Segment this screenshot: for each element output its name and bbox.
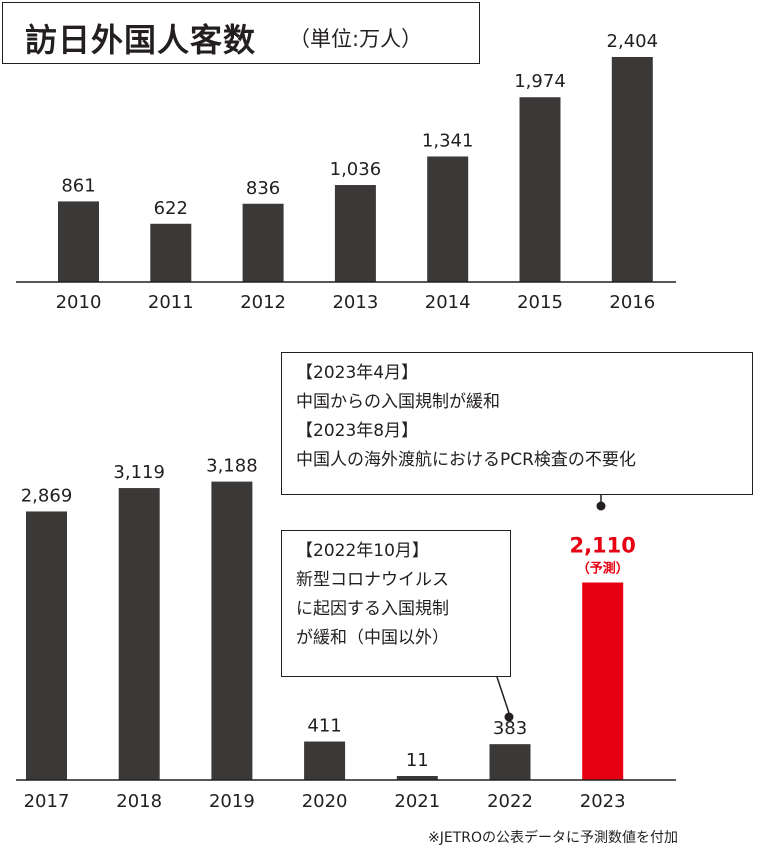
data-label: 1,036 [330,159,382,180]
footnote: ※JETROの公表データに予測数値を付加 [427,830,678,846]
data-label: 861 [61,175,95,196]
x-tick-label: 2021 [394,791,440,812]
bar [334,185,376,282]
x-tick-label: 2015 [517,292,563,313]
data-label: 383 [493,718,527,739]
bar [150,223,192,282]
x-tick-label: 2020 [302,791,348,812]
x-tick-label: 2023 [580,791,626,812]
bar [396,776,438,780]
x-tick-label: 2017 [24,791,70,812]
bar [242,203,284,282]
data-label: 2,869 [21,485,73,506]
bar [489,744,531,780]
data-label: 3,188 [206,456,258,477]
bar [304,741,346,780]
x-tick-label: 2013 [332,292,378,313]
bar [519,97,561,282]
x-tick-label: 2014 [425,292,471,313]
callout-2023-pointer-dot [596,501,606,511]
bar [118,488,160,780]
data-label: 2,110 [569,534,635,558]
data-label: 1,341 [422,130,474,151]
callout-2023-line: 【2023年4月】 [296,363,419,383]
callout-2022-line: が緩和（中国以外） [296,628,449,648]
x-tick-label: 2012 [240,292,286,313]
callout-2023-line: 中国からの入国規制が緩和 [296,392,500,412]
data-label: 2,404 [607,31,659,52]
bar [211,481,253,780]
x-tick-label: 2018 [116,791,162,812]
data-sublabel: （予測） [577,561,629,577]
data-label: 411 [307,716,341,737]
callout-2022-line: 【2022年10月】 [296,541,429,561]
x-tick-label: 2010 [56,292,102,313]
data-label: 836 [246,178,280,199]
bar [611,56,653,283]
callout-2023-line: 中国人の海外渡航におけるPCR検査の不要化 [296,450,636,470]
x-tick-label: 2019 [209,791,255,812]
callout-2022-line: 新型コロナウイルス [296,570,449,590]
callout-2022-leader [496,676,510,714]
callout-2022: 【2022年10月】 新型コロナウイルス に起因する入国規制 が緩和（中国以外） [281,530,511,677]
bar [427,156,469,282]
x-tick-label: 2011 [148,292,194,313]
callout-2023: 【2023年4月】 中国からの入国規制が緩和 【2023年8月】 中国人の海外渡… [281,352,753,495]
callout-2023-line: 【2023年8月】 [296,421,419,441]
callout-2022-pointer-dot [504,712,514,722]
callout-2022-line: に起因する入国規制 [296,599,449,619]
x-tick-label: 2016 [609,292,655,313]
data-label: 11 [406,750,429,771]
chart-title-box: 訪日外国人客数 （単位:万人） [2,2,480,64]
chart-unit: （単位:万人） [289,27,423,51]
data-label: 622 [154,198,188,219]
bar [26,511,67,780]
x-tick-label: 2022 [487,791,533,812]
bar [58,201,99,282]
chart-title: 訪日外国人客数 [25,21,257,59]
data-label: 1,974 [514,71,566,92]
bar [582,582,624,780]
data-label: 3,119 [113,462,165,483]
